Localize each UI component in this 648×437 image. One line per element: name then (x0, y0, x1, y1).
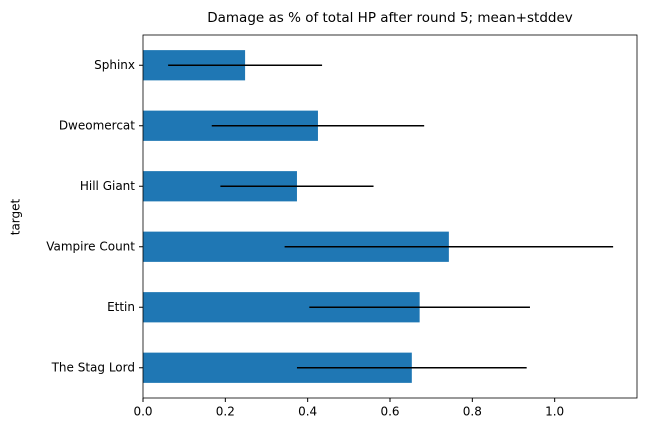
x-tick-label: 1.0 (545, 405, 564, 419)
plot-frame (142, 34, 638, 399)
x-tick-label: 0.0 (133, 405, 152, 419)
x-tick-label: 0.2 (216, 405, 235, 419)
x-tick-label: 0.8 (463, 405, 482, 419)
y-tick-label: Dweomercat (59, 118, 135, 132)
chart-title: Damage as % of total HP after round 5; m… (207, 10, 573, 26)
y-tick-label: Hill Giant (80, 179, 135, 193)
y-tick-label: Sphinx (94, 58, 135, 72)
x-tick-label: 0.6 (380, 405, 399, 419)
y-tick-label: Vampire Count (46, 239, 135, 253)
y-tick-label: The Stag Lord (51, 360, 135, 374)
y-axis-label: target (9, 198, 23, 235)
y-tick-label: Ettin (107, 300, 135, 314)
x-tick-label: 0.4 (298, 405, 317, 419)
